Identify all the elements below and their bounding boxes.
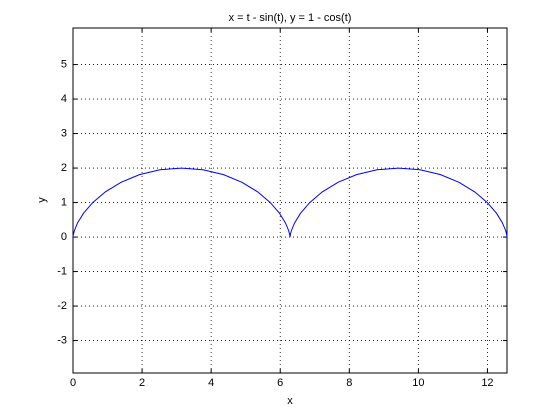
x-tick-label: 6: [277, 377, 283, 389]
y-tick-label: 5: [61, 58, 67, 70]
x-tick-label: 2: [139, 377, 145, 389]
y-tick-label: -3: [57, 334, 67, 346]
y-tick-label: 2: [61, 162, 67, 174]
y-axis-label: y: [36, 197, 48, 203]
data-line: [72, 167, 508, 238]
x-tick-label: 4: [208, 377, 214, 389]
plot-frame: [72, 27, 508, 374]
x-tick-label: 0: [70, 377, 76, 389]
x-tick-label: 12: [481, 377, 493, 389]
x-axis-label: x: [287, 395, 293, 407]
y-tick-label: 0: [61, 231, 67, 243]
y-tick-label: -2: [57, 300, 67, 312]
x-tick-label: 8: [346, 377, 352, 389]
y-tick-label: 1: [61, 196, 67, 208]
x-tick-label: 10: [412, 377, 424, 389]
y-tick-label: 3: [61, 127, 67, 139]
y-tick-label: 4: [61, 93, 67, 105]
chart-title: x = t - sin(t), y = 1 - cos(t): [229, 12, 352, 24]
y-tick-label: -1: [57, 265, 67, 277]
